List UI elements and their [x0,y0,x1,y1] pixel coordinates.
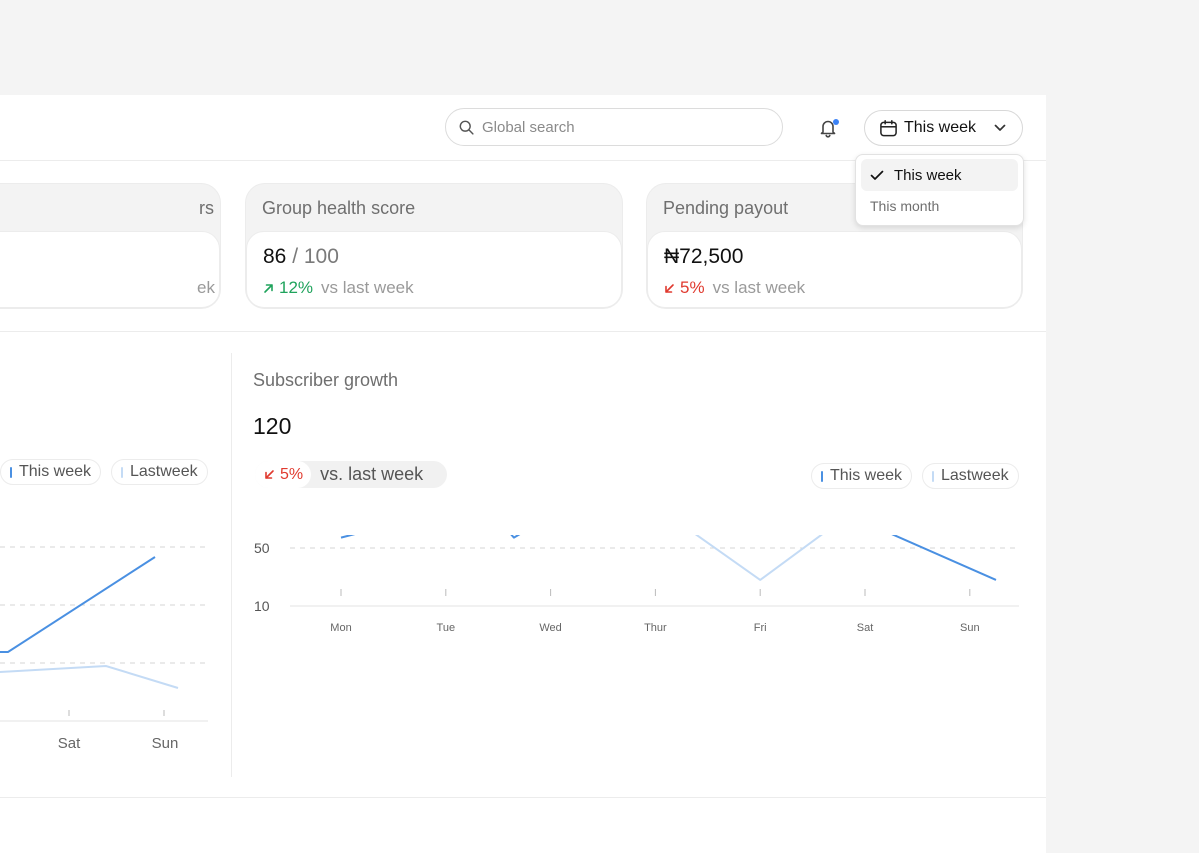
legend-swatch [821,470,823,482]
change-pct: 5% [280,465,304,483]
card-title: Pending payout [663,198,789,218]
x-tick-label: Tue [437,622,456,634]
calendar-icon [880,119,897,136]
chevron-down-icon [994,124,1006,131]
legend-label: Lastweek [130,463,198,480]
legend-swatch [10,466,12,478]
x-tick-label: Sat [857,622,874,634]
global-search[interactable] [445,108,783,146]
x-tick-label: Sun [960,622,980,634]
search-icon [459,120,474,135]
bottom-divider [0,797,1046,798]
arrow-down-left-icon [665,283,674,293]
legend-label: This week [830,467,903,484]
legend-label: Lastweek [941,467,1009,484]
stat-card-health-score: Group health score 86 / 100 12% vs last … [245,183,623,309]
period-option-this-week[interactable]: This week [861,159,1018,191]
card-body: 86 / 100 12% vs last week [246,231,622,308]
trend-pct: 5% [680,278,705,297]
series-line-this-week [340,535,997,581]
x-tick-label: Sun [152,735,179,752]
change-badge: 5% [255,461,312,488]
checkmark-icon [870,170,884,180]
legend-label: This week [19,463,92,480]
x-tick-label: Fri [754,622,767,634]
header-divider [0,160,1046,161]
series-line-this-week [0,556,156,653]
left-chart: Sat Sun [0,546,208,752]
card-trend: 5% vs last week [664,278,805,298]
legend-this-week[interactable]: This week [811,463,913,489]
legend-last-week[interactable]: Lastweek [922,463,1019,489]
health-score-value: 86 [263,245,287,268]
y-tick-label: 50 [254,540,270,556]
trend-text: vs last week [321,278,414,297]
payout-value: ₦72,500 [664,245,744,268]
card-trend-text: ek [197,278,215,297]
chart-title: Subscriber growth [253,370,399,390]
legend-swatch [121,466,123,478]
legend-last-week[interactable]: Lastweek [111,459,208,485]
x-tick-label: Wed [539,622,561,634]
series-line-last-week [694,535,823,581]
search-input[interactable] [482,118,762,136]
period-option-this-month[interactable]: This month [861,191,1018,221]
change-pill: 5% vs. last week [255,461,447,488]
legend-swatch [932,470,934,482]
y-tick-label: 10 [254,598,270,614]
trend-text: vs last week [712,278,806,297]
chart-total: 120 [253,413,292,439]
series-line-last-week [0,664,179,689]
trend-pct: 12% [279,278,314,297]
card-title: rs [199,198,214,218]
period-label: This week [904,119,977,136]
x-tick-label: Thur [644,622,667,634]
section-divider [0,331,1046,332]
option-label: This week [894,166,962,184]
x-tick-label: Sat [58,735,81,752]
arrow-down-left-icon [265,470,274,479]
option-label: This month [870,198,940,214]
card-value: 86 / 100 [263,245,339,269]
stat-card-pending-payout: Pending payout ₦72,500 5% vs last week [646,183,1023,309]
subscriber-growth-chart: 1050100150MonTueWedThurFriSatSun [254,535,1019,634]
card-body: ek [0,231,220,308]
card-trend: 12% vs last week [263,278,414,298]
change-text: vs. last week [320,464,424,484]
trend-up: 12% [263,278,313,298]
legend-this-week[interactable]: This week [0,459,102,485]
notification-dot [833,119,839,125]
arrow-up-right-icon [264,283,273,293]
period-selector[interactable]: This week [864,110,1023,146]
card-body: ₦72,500 5% vs last week [647,231,1022,308]
notification-bell-icon[interactable] [818,117,838,139]
trend-down: 5% [664,278,705,298]
chart-column-divider [231,353,232,777]
health-score-max: / 100 [292,245,339,268]
stat-card-subscribers: rs ek [0,183,221,309]
card-title: Group health score [262,198,416,218]
period-dropdown: This week This month [855,154,1024,226]
x-tick-label: Mon [330,622,351,634]
